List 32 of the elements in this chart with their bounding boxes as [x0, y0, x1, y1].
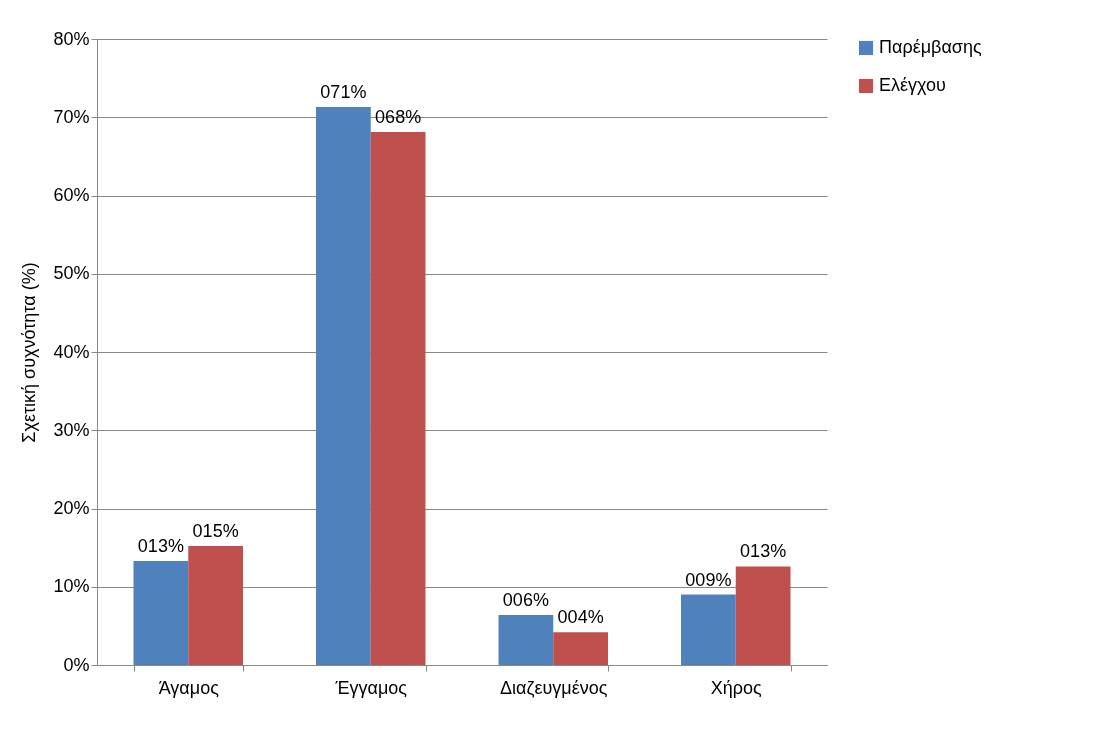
bar	[133, 560, 189, 665]
legend-label: Ελέγχου	[879, 75, 946, 95]
data-label: 015%	[192, 521, 239, 542]
data-label: 071%	[320, 82, 367, 103]
data-label: 068%	[375, 107, 422, 128]
bar	[370, 132, 426, 665]
x-tick-label: Άγαμος	[158, 677, 220, 698]
bar	[188, 546, 243, 665]
bar	[735, 566, 791, 665]
y-tick-label: 60%	[53, 185, 90, 205]
legend-label: Παρέμβασης	[879, 37, 982, 57]
bar	[553, 632, 608, 665]
bar	[498, 614, 554, 665]
y-tick-label: 40%	[53, 341, 90, 362]
x-tick-label: Χήρος	[710, 677, 763, 698]
y-tick-label: 20%	[53, 498, 90, 518]
x-tick-label: Έγγαμος	[334, 677, 408, 698]
y-tick-label: 70%	[53, 106, 90, 127]
bar	[681, 594, 736, 665]
x-tick-label: Διαζευγμένος	[500, 677, 608, 698]
y-tick-label: 50%	[53, 263, 90, 284]
data-label: 006%	[502, 589, 549, 610]
data-label: 013%	[137, 535, 184, 556]
y-tick-label: 10%	[53, 576, 90, 597]
data-label: 009%	[685, 569, 732, 590]
y-tick-label: 80%	[53, 28, 90, 49]
data-label: 004%	[557, 607, 604, 628]
data-label: 013%	[740, 541, 787, 562]
y-tick-label: 0%	[63, 654, 90, 675]
bar	[316, 107, 371, 665]
y-tick-label: 30%	[53, 419, 90, 440]
y-axis-title: Σχετική συχνότητα (%)	[19, 262, 40, 443]
